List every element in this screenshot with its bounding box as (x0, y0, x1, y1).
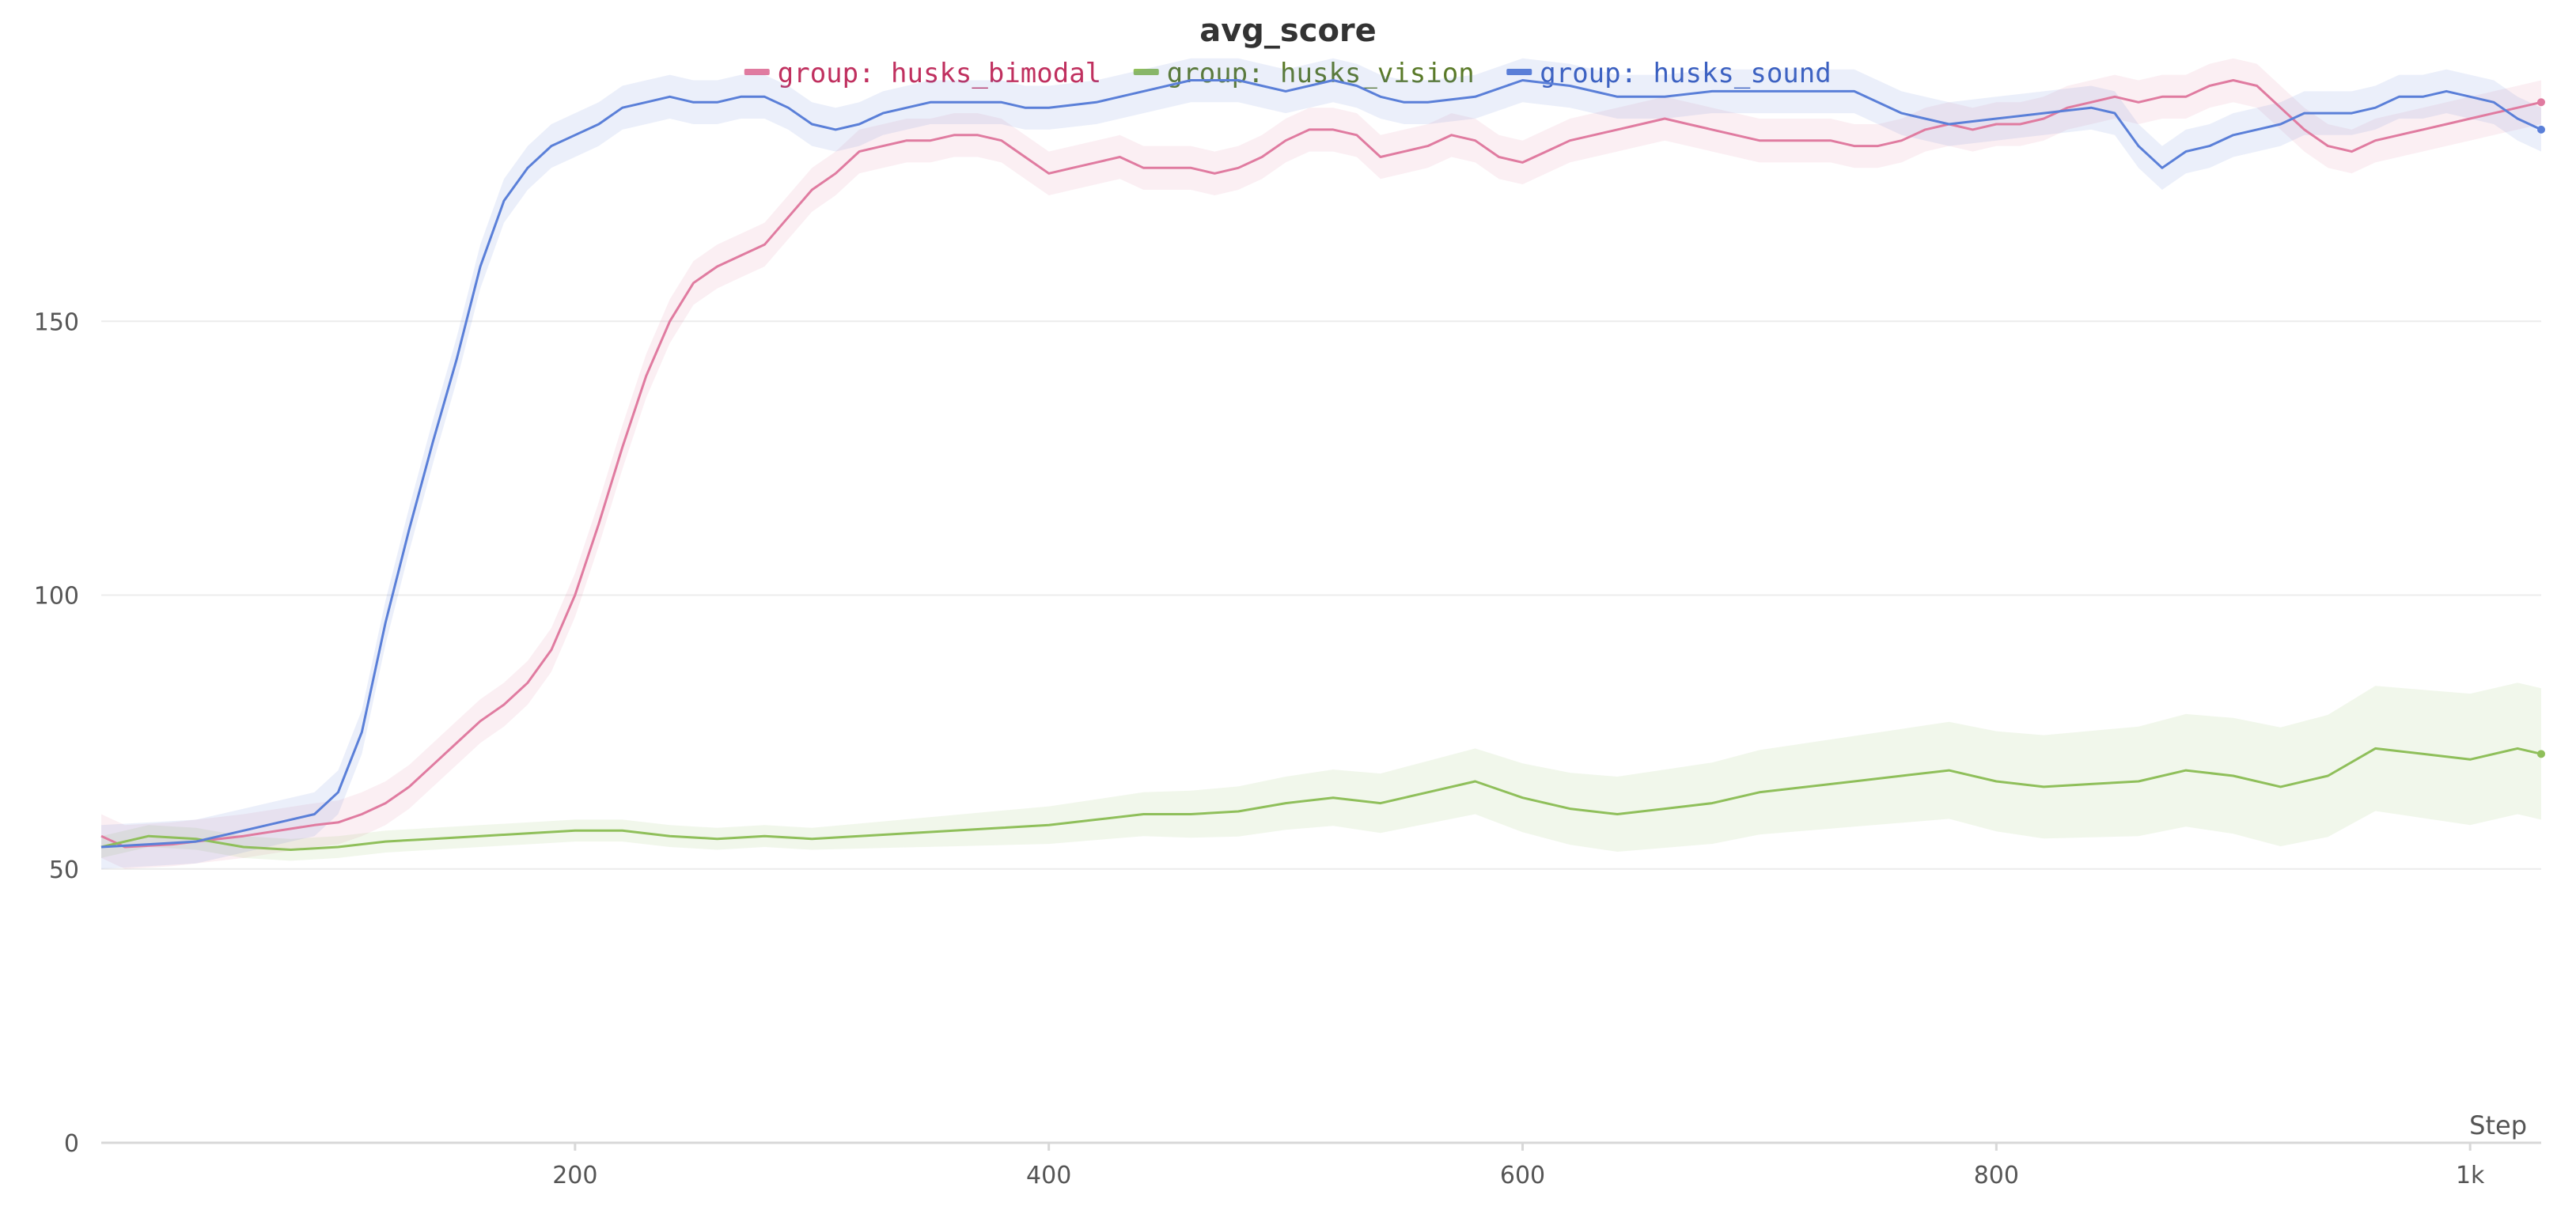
y-tick-label: 150 (34, 308, 79, 336)
series-band (101, 58, 2541, 869)
legend-swatch (1506, 69, 1532, 75)
series-band (101, 58, 2541, 869)
series-end-point (2537, 750, 2545, 758)
y-tick-label: 100 (34, 583, 79, 611)
legend-label: group: husks_sound (1540, 58, 1831, 89)
x-tick-label: 200 (552, 1162, 597, 1189)
series-line (100, 79, 2542, 849)
y-tick-label: 0 (64, 1130, 79, 1158)
series-lines (100, 79, 2545, 851)
x-axis-title: Step (2469, 1110, 2527, 1140)
y-axis-ticks: 0 50 100 150 (34, 308, 79, 1158)
legend-swatch (744, 69, 770, 75)
x-tick-label: 1k (2456, 1162, 2485, 1189)
series-band (101, 683, 2541, 861)
x-axis-ticks: 200 400 600 800 1k (552, 1143, 2485, 1189)
y-tick-label: 50 (49, 856, 79, 884)
legend-label: group: husks_bimodal (778, 58, 1101, 89)
chart-title: avg_score (1199, 13, 1377, 49)
series-line (100, 747, 2542, 851)
series-line (100, 79, 2542, 849)
series-end-point (2537, 125, 2545, 134)
series-end-point (2537, 98, 2545, 107)
x-tick-label: 600 (1500, 1162, 1545, 1189)
legend-swatch (1133, 69, 1159, 75)
confidence-bands (101, 58, 2541, 869)
x-tick-label: 400 (1026, 1162, 1071, 1189)
grid-lines (101, 320, 2541, 870)
legend: group: husks_bimodal group: husks_vision g… (744, 58, 1832, 89)
x-tick-label: 800 (1974, 1162, 2019, 1189)
